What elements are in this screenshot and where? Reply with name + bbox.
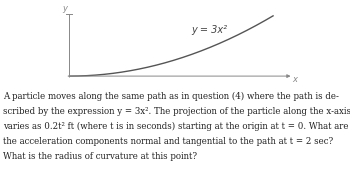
Text: varies as 0.2t² ft (where t is in seconds) starting at the origin at t = 0. What: varies as 0.2t² ft (where t is in second… — [3, 122, 348, 131]
Text: the acceleration components normal and tangential to the path at t = 2 sec?: the acceleration components normal and t… — [3, 137, 333, 146]
Text: y = 3x²: y = 3x² — [191, 25, 228, 35]
Text: What is the radius of curvature at this point?: What is the radius of curvature at this … — [3, 152, 197, 161]
Text: x: x — [292, 75, 297, 84]
Text: scribed by the expression y = 3x². The projection of the particle along the x-ax: scribed by the expression y = 3x². The p… — [3, 107, 350, 116]
Text: y: y — [62, 4, 67, 13]
Text: A particle moves along the same path as in question (4) where the path is de-: A particle moves along the same path as … — [3, 92, 339, 101]
